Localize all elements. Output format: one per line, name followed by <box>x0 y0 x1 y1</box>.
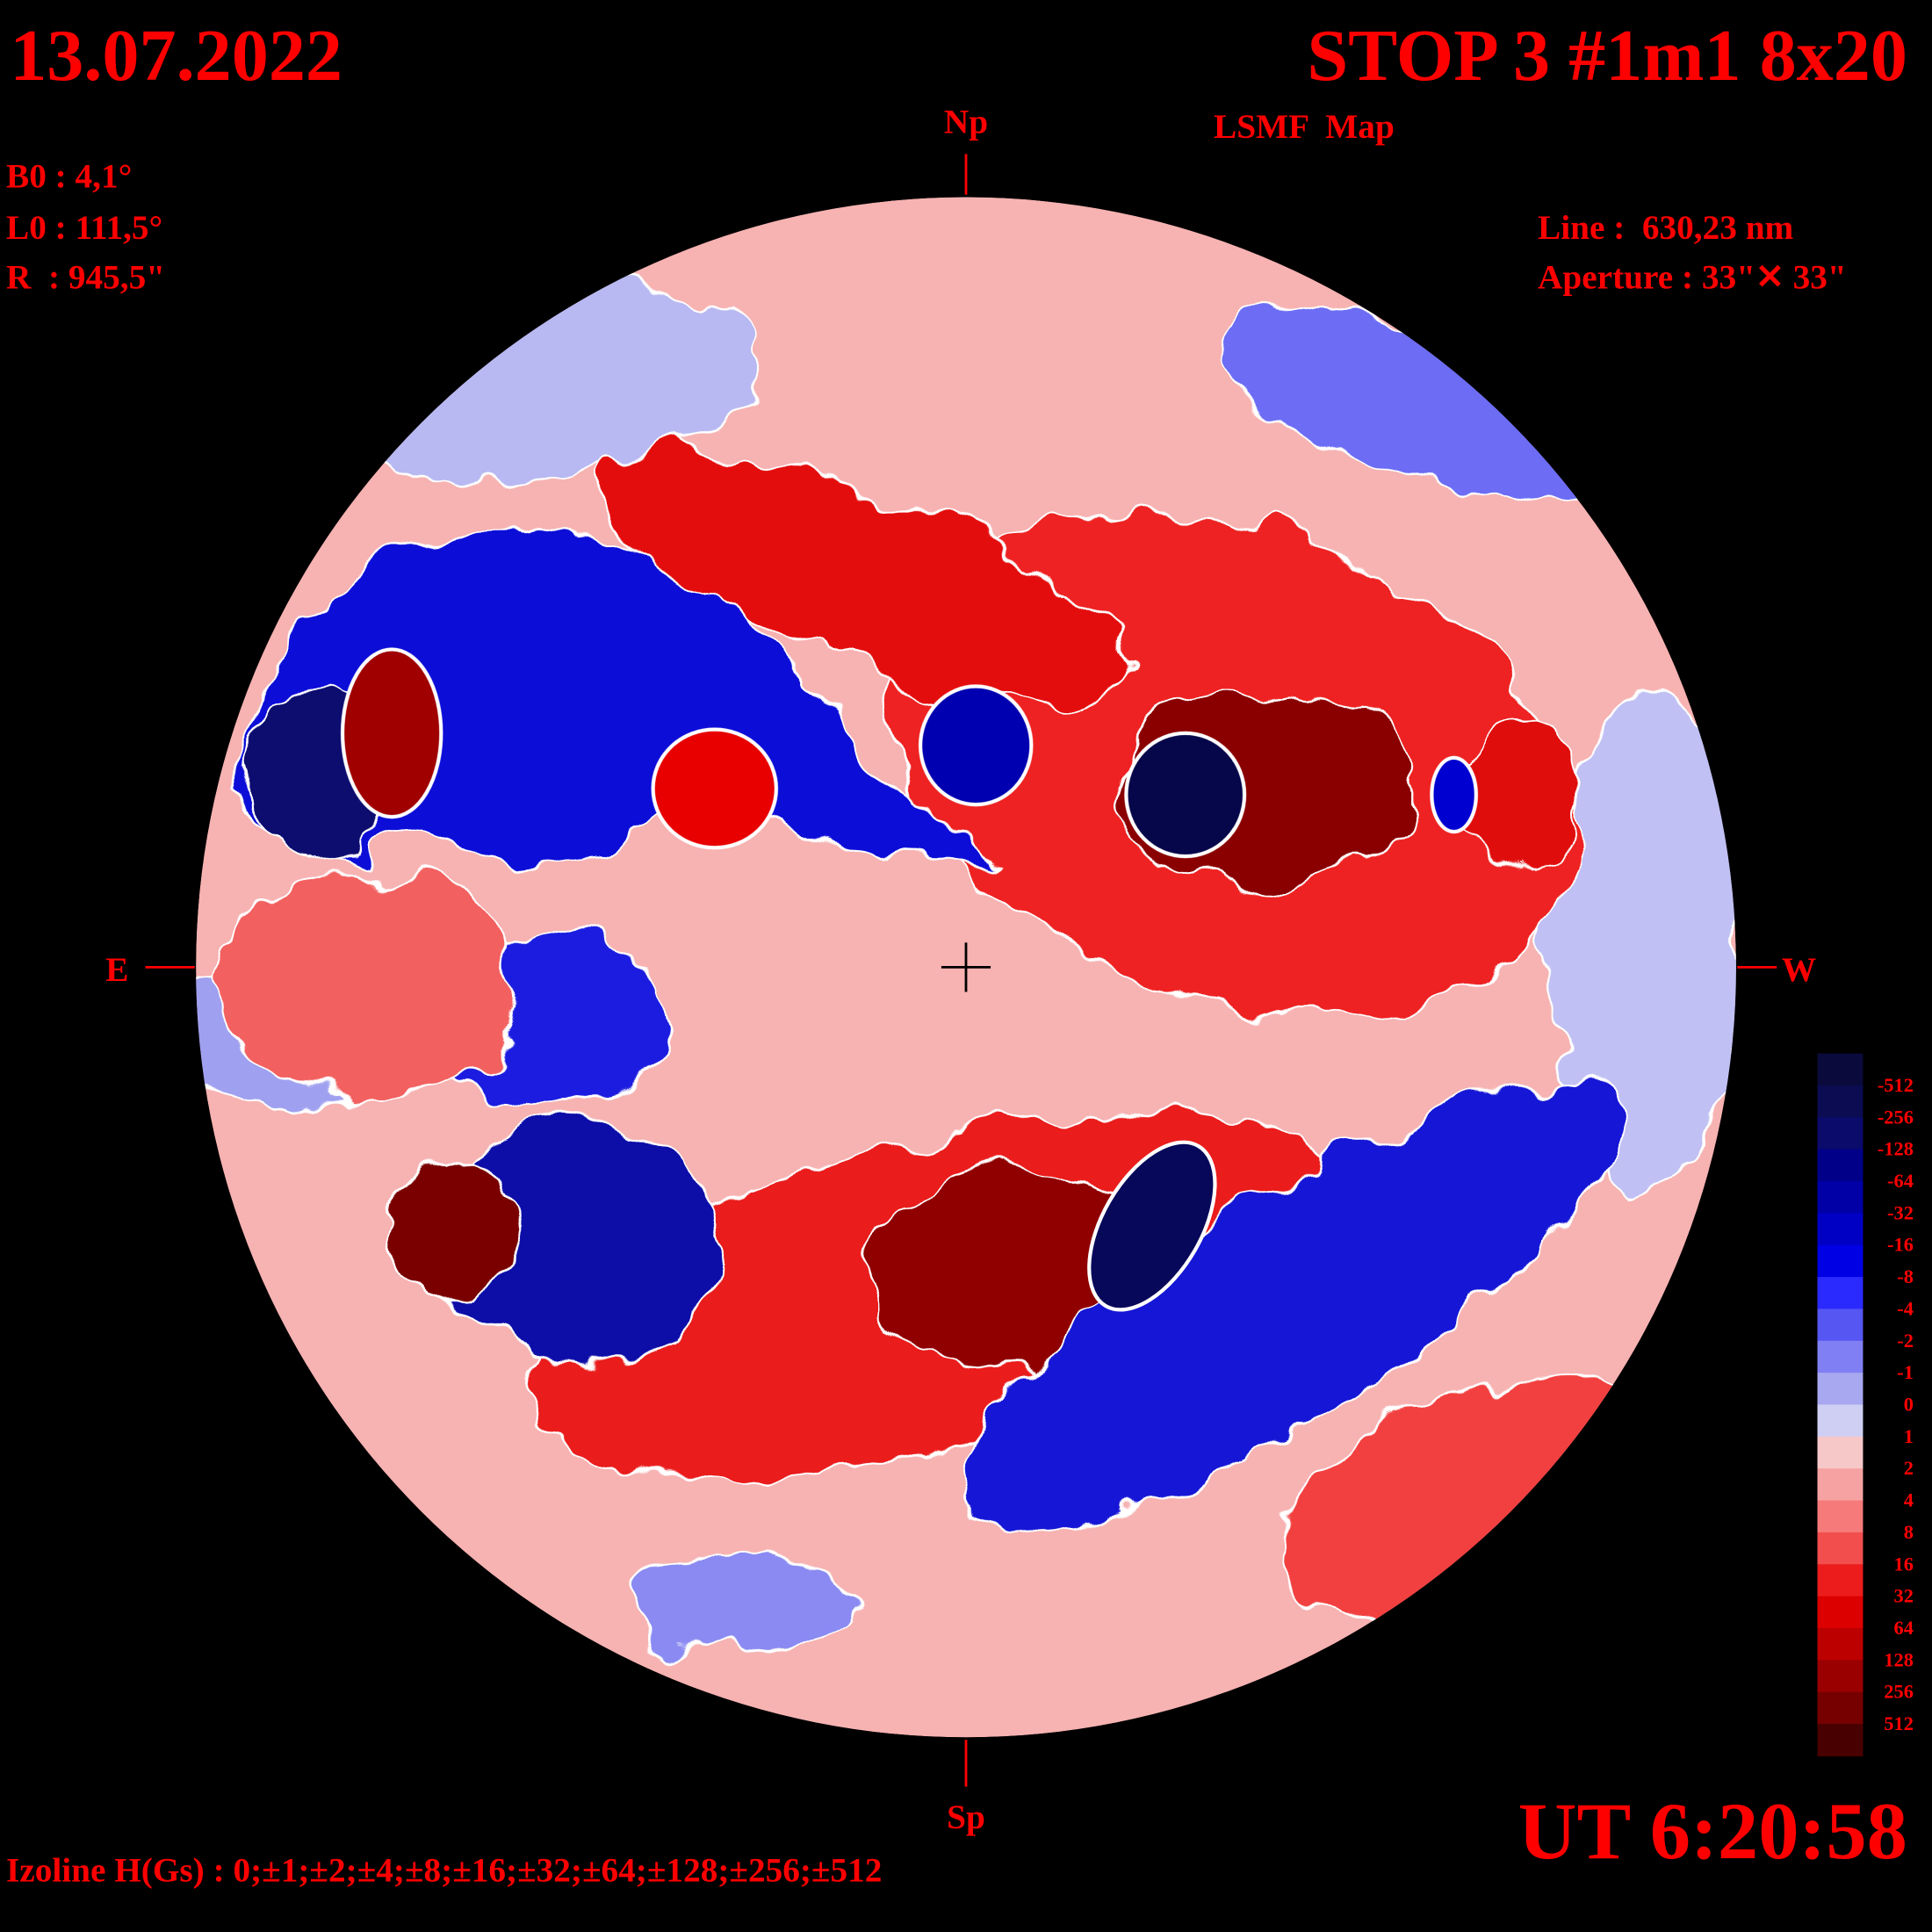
colorbar-label: 1 <box>1904 1425 1914 1447</box>
negative-core <box>1124 731 1247 859</box>
colorbar-label: 2 <box>1904 1457 1914 1479</box>
colorbar: -512 -256 -128 -64 -32 -16 -8 -4 -2 -1 0 1 2 4 8 16 32 64… <box>1817 1053 1914 1757</box>
color-band <box>1817 1500 1864 1533</box>
color-band <box>1817 1373 1864 1406</box>
colorbar-label: -16 <box>1887 1234 1914 1256</box>
colorbar-label: 4 <box>1904 1489 1914 1511</box>
weak-negative <box>627 1551 852 1653</box>
north-label: Np <box>944 104 988 141</box>
color-band <box>1817 1596 1864 1629</box>
colorbar-label: 64 <box>1894 1617 1914 1639</box>
param: L0 : 111,5° <box>6 209 162 247</box>
south-label: Sp <box>947 1799 985 1836</box>
positive-core <box>651 727 779 850</box>
colorbar-label: -128 <box>1878 1138 1914 1160</box>
param: Line : 630,23 nm <box>1538 209 1794 247</box>
param: Aperture : 33"✕ 33" <box>1538 258 1847 296</box>
date: 13.07.2022 <box>10 15 342 97</box>
color-band <box>1817 1085 1864 1119</box>
strong-positive <box>386 1163 525 1301</box>
color-band <box>1817 1691 1864 1725</box>
color-band <box>1817 1660 1864 1693</box>
colorbar-label: 0 <box>1904 1394 1914 1416</box>
color-band <box>1817 1149 1864 1182</box>
axes <box>145 154 1777 1787</box>
colorbar-label: -4 <box>1897 1297 1914 1319</box>
colorbar-label: -8 <box>1897 1265 1914 1287</box>
color-band <box>1817 1244 1864 1278</box>
colorbar-label: -64 <box>1887 1170 1914 1192</box>
colorbar-label: 8 <box>1904 1521 1914 1543</box>
title: STOP 3 #1m1 8x20 <box>1307 15 1907 97</box>
negative-core <box>918 684 1034 807</box>
isolines: Izoline H(Gs) : 0;±1;±2;±4;±8;±16;±32;±6… <box>6 1851 882 1889</box>
colorbar-label: 512 <box>1884 1712 1914 1734</box>
colorbar-label: 256 <box>1884 1681 1914 1703</box>
negative-core <box>1430 755 1478 834</box>
positive-core <box>340 647 443 819</box>
color-band <box>1817 1340 1864 1373</box>
colorbar-label: -32 <box>1887 1201 1914 1223</box>
color-band <box>1817 1532 1864 1565</box>
colorbar-label: -256 <box>1878 1106 1914 1128</box>
positive-region <box>220 873 519 1099</box>
east-label: E <box>105 951 128 989</box>
color-band <box>1817 1181 1864 1215</box>
colorbar-label: -1 <box>1897 1361 1914 1383</box>
color-band <box>1817 1564 1864 1597</box>
cores <box>340 647 1478 1312</box>
time: UT 6:20:58 <box>1518 1786 1907 1877</box>
colorbar-label: 16 <box>1894 1553 1914 1575</box>
color-band <box>1817 1053 1864 1086</box>
colorbar-label: 128 <box>1884 1648 1914 1670</box>
negative-region <box>962 1081 1625 1531</box>
color-band <box>1817 1724 1864 1757</box>
center-cross <box>941 942 991 992</box>
subtitle: LSMF Map <box>1214 108 1395 146</box>
param: R : 945,5" <box>6 258 165 296</box>
color-band <box>1817 1627 1864 1662</box>
color-band <box>1817 1277 1864 1310</box>
positive-region <box>593 451 1132 707</box>
color-band <box>1817 1404 1864 1438</box>
color-band <box>1817 1213 1864 1246</box>
west-label: W <box>1782 951 1816 989</box>
color-band <box>1817 1436 1864 1469</box>
colorbar-label: -512 <box>1878 1074 1914 1096</box>
colorbar-label: -2 <box>1897 1330 1914 1352</box>
color-band <box>1817 1468 1864 1502</box>
param: B0 : 4,1° <box>6 157 132 195</box>
negative-core <box>1087 1140 1217 1312</box>
color-band <box>1817 1308 1864 1342</box>
color-band <box>1817 1117 1864 1150</box>
weak-negative <box>1551 688 1736 1185</box>
colorbar-label: 32 <box>1894 1585 1914 1607</box>
